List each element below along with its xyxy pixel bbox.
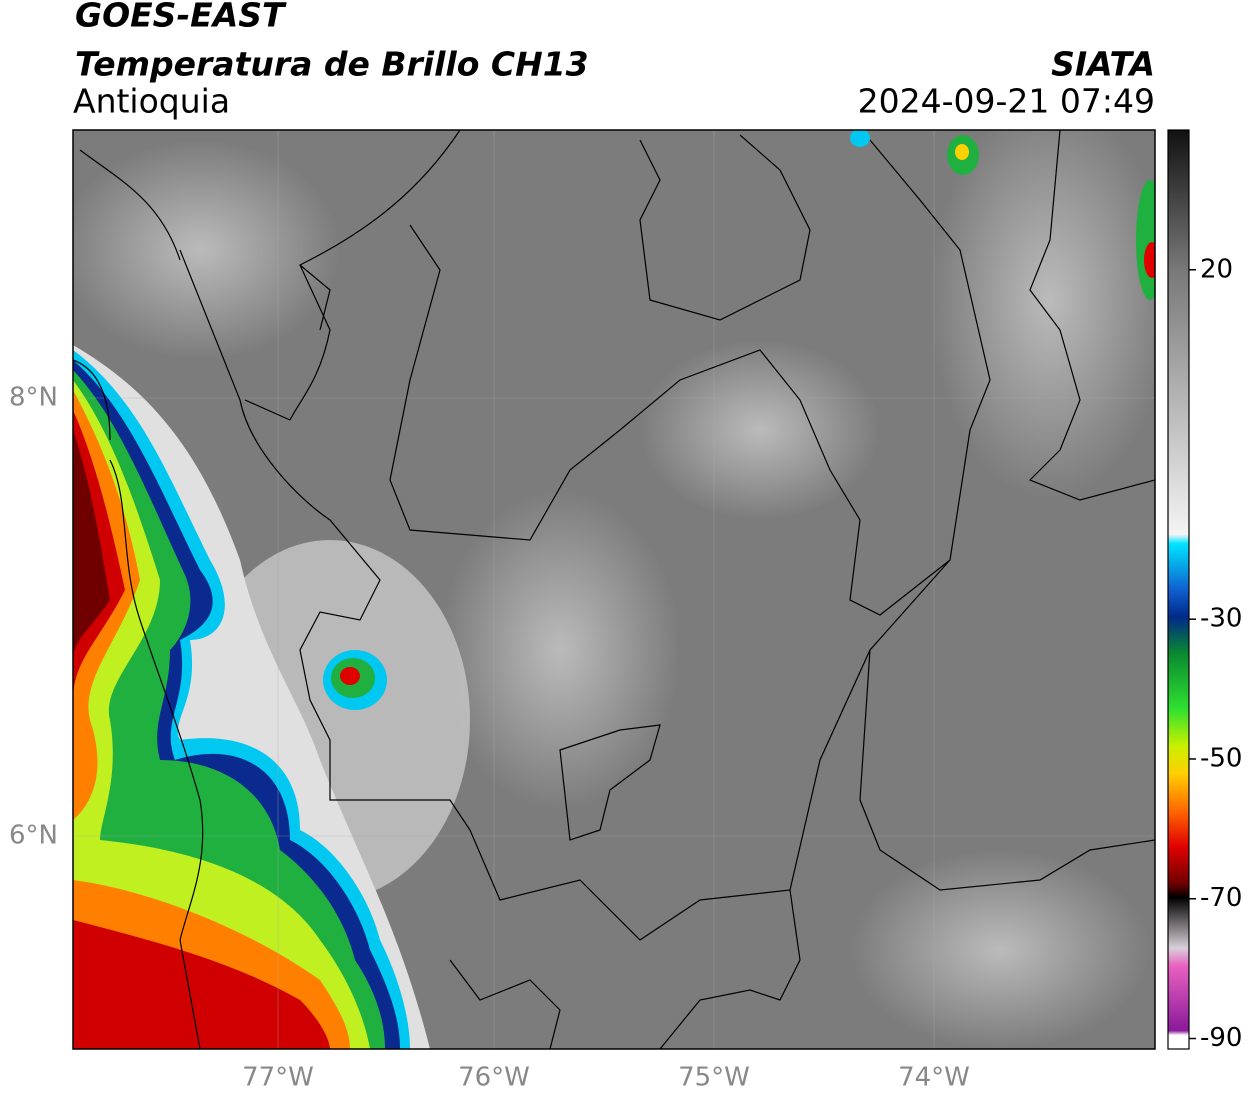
colorbar (1167, 129, 1190, 1050)
title: GOES-EAST (75, 0, 287, 35)
lat-label: 8°N (9, 383, 58, 413)
subtitle: Temperatura de Brillo CH13 (75, 45, 589, 84)
datetime: 2024-09-21 07:49 (858, 82, 1155, 121)
lon-label: 76°W (458, 1063, 530, 1093)
lon-label: 77°W (242, 1063, 314, 1093)
colorbar-tick-label: 20 (1200, 254, 1233, 284)
colorbar-tick-label: -30 (1200, 604, 1242, 634)
source: SIATA (1051, 45, 1155, 84)
region: Antioquia (73, 82, 230, 121)
colorbar-tick-label: -50 (1200, 743, 1242, 773)
map-frame (72, 129, 1156, 1050)
colorbar-tick-label: -70 (1200, 883, 1242, 913)
lon-label: 74°W (898, 1063, 970, 1093)
lat-label: 6°N (9, 821, 58, 851)
colorbar-tick-label: -90 (1200, 1023, 1242, 1053)
colorbar-ticks: 20 -30 -50 -70 -90 (1189, 254, 1242, 1053)
map-image (73, 130, 1155, 1049)
lon-label: 75°W (678, 1063, 750, 1093)
